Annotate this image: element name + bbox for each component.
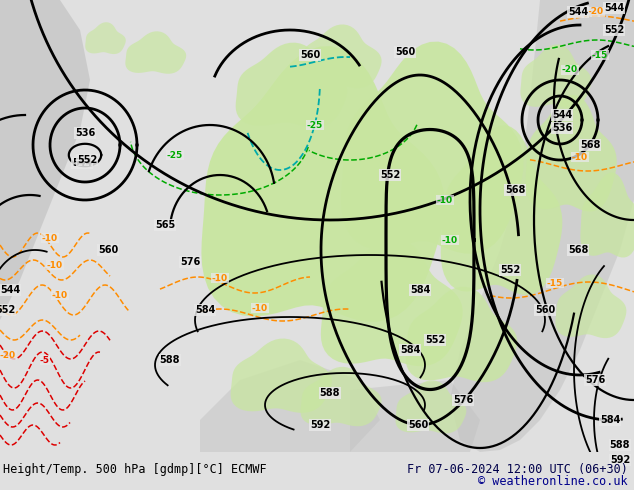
Polygon shape: [301, 367, 382, 426]
Text: 584: 584: [400, 345, 420, 355]
Text: -15: -15: [547, 278, 563, 288]
Text: 552: 552: [0, 305, 15, 315]
Text: -25: -25: [307, 121, 323, 129]
Text: 560: 560: [300, 50, 320, 60]
Text: 552: 552: [77, 155, 97, 165]
Text: 560: 560: [395, 47, 415, 57]
Text: 588: 588: [320, 388, 340, 398]
Text: 560: 560: [408, 420, 428, 430]
Text: -20: -20: [588, 7, 604, 17]
Text: -15: -15: [592, 50, 608, 59]
Text: 552: 552: [425, 335, 445, 345]
Text: -20: -20: [0, 350, 16, 360]
Text: -20: -20: [562, 66, 578, 74]
Text: 544: 544: [72, 158, 92, 168]
Polygon shape: [0, 0, 90, 320]
Text: -10: -10: [442, 236, 458, 245]
Text: 584: 584: [195, 305, 215, 315]
Text: -10: -10: [252, 303, 268, 313]
Text: -10: -10: [47, 261, 63, 270]
Polygon shape: [85, 22, 126, 54]
Text: -10: -10: [572, 152, 588, 162]
Polygon shape: [321, 239, 463, 366]
Text: 552: 552: [604, 25, 624, 35]
Text: 544: 544: [568, 7, 588, 17]
Text: 552: 552: [380, 170, 400, 180]
Polygon shape: [396, 380, 467, 434]
Text: © weatheronline.co.uk: © weatheronline.co.uk: [478, 475, 628, 488]
Text: -10: -10: [42, 234, 58, 243]
Text: 560: 560: [535, 305, 555, 315]
Polygon shape: [341, 42, 524, 254]
Text: Height/Temp. 500 hPa [gdmp][°C] ECMWF: Height/Temp. 500 hPa [gdmp][°C] ECMWF: [3, 463, 267, 476]
Polygon shape: [126, 31, 186, 74]
Text: -5: -5: [40, 356, 50, 365]
Polygon shape: [406, 287, 517, 382]
Text: 584: 584: [600, 415, 620, 425]
Text: 592: 592: [610, 455, 630, 465]
Text: 536: 536: [75, 128, 95, 138]
Text: 576: 576: [453, 395, 473, 405]
Text: 588: 588: [160, 355, 180, 365]
Text: 588: 588: [610, 440, 630, 450]
Text: -25: -25: [167, 150, 183, 160]
Polygon shape: [555, 274, 626, 338]
Text: 568: 568: [505, 185, 525, 195]
Polygon shape: [450, 0, 634, 452]
Text: 560: 560: [98, 245, 118, 255]
Text: 568: 568: [580, 140, 600, 150]
Text: Fr 07-06-2024 12:00 UTC (06+30): Fr 07-06-2024 12:00 UTC (06+30): [407, 463, 628, 476]
Text: 552: 552: [500, 265, 520, 275]
Text: 576: 576: [585, 375, 605, 385]
Polygon shape: [200, 360, 380, 452]
Text: -10: -10: [437, 196, 453, 204]
Text: 544: 544: [552, 110, 572, 120]
Polygon shape: [350, 380, 480, 452]
Text: 565: 565: [155, 220, 175, 230]
Polygon shape: [441, 125, 562, 295]
Polygon shape: [580, 172, 634, 257]
Text: -10: -10: [212, 273, 228, 283]
Text: 544: 544: [0, 285, 20, 295]
Polygon shape: [202, 46, 444, 322]
Polygon shape: [526, 95, 617, 212]
Text: 576: 576: [180, 257, 200, 267]
Polygon shape: [521, 45, 592, 108]
Text: 544: 544: [604, 3, 624, 13]
Polygon shape: [231, 339, 332, 413]
Text: 568: 568: [568, 245, 588, 255]
Text: 592: 592: [310, 420, 330, 430]
Text: 584: 584: [410, 285, 430, 295]
Text: -10: -10: [52, 291, 68, 299]
Polygon shape: [301, 24, 382, 88]
Text: 536: 536: [552, 123, 572, 133]
Polygon shape: [236, 43, 347, 127]
